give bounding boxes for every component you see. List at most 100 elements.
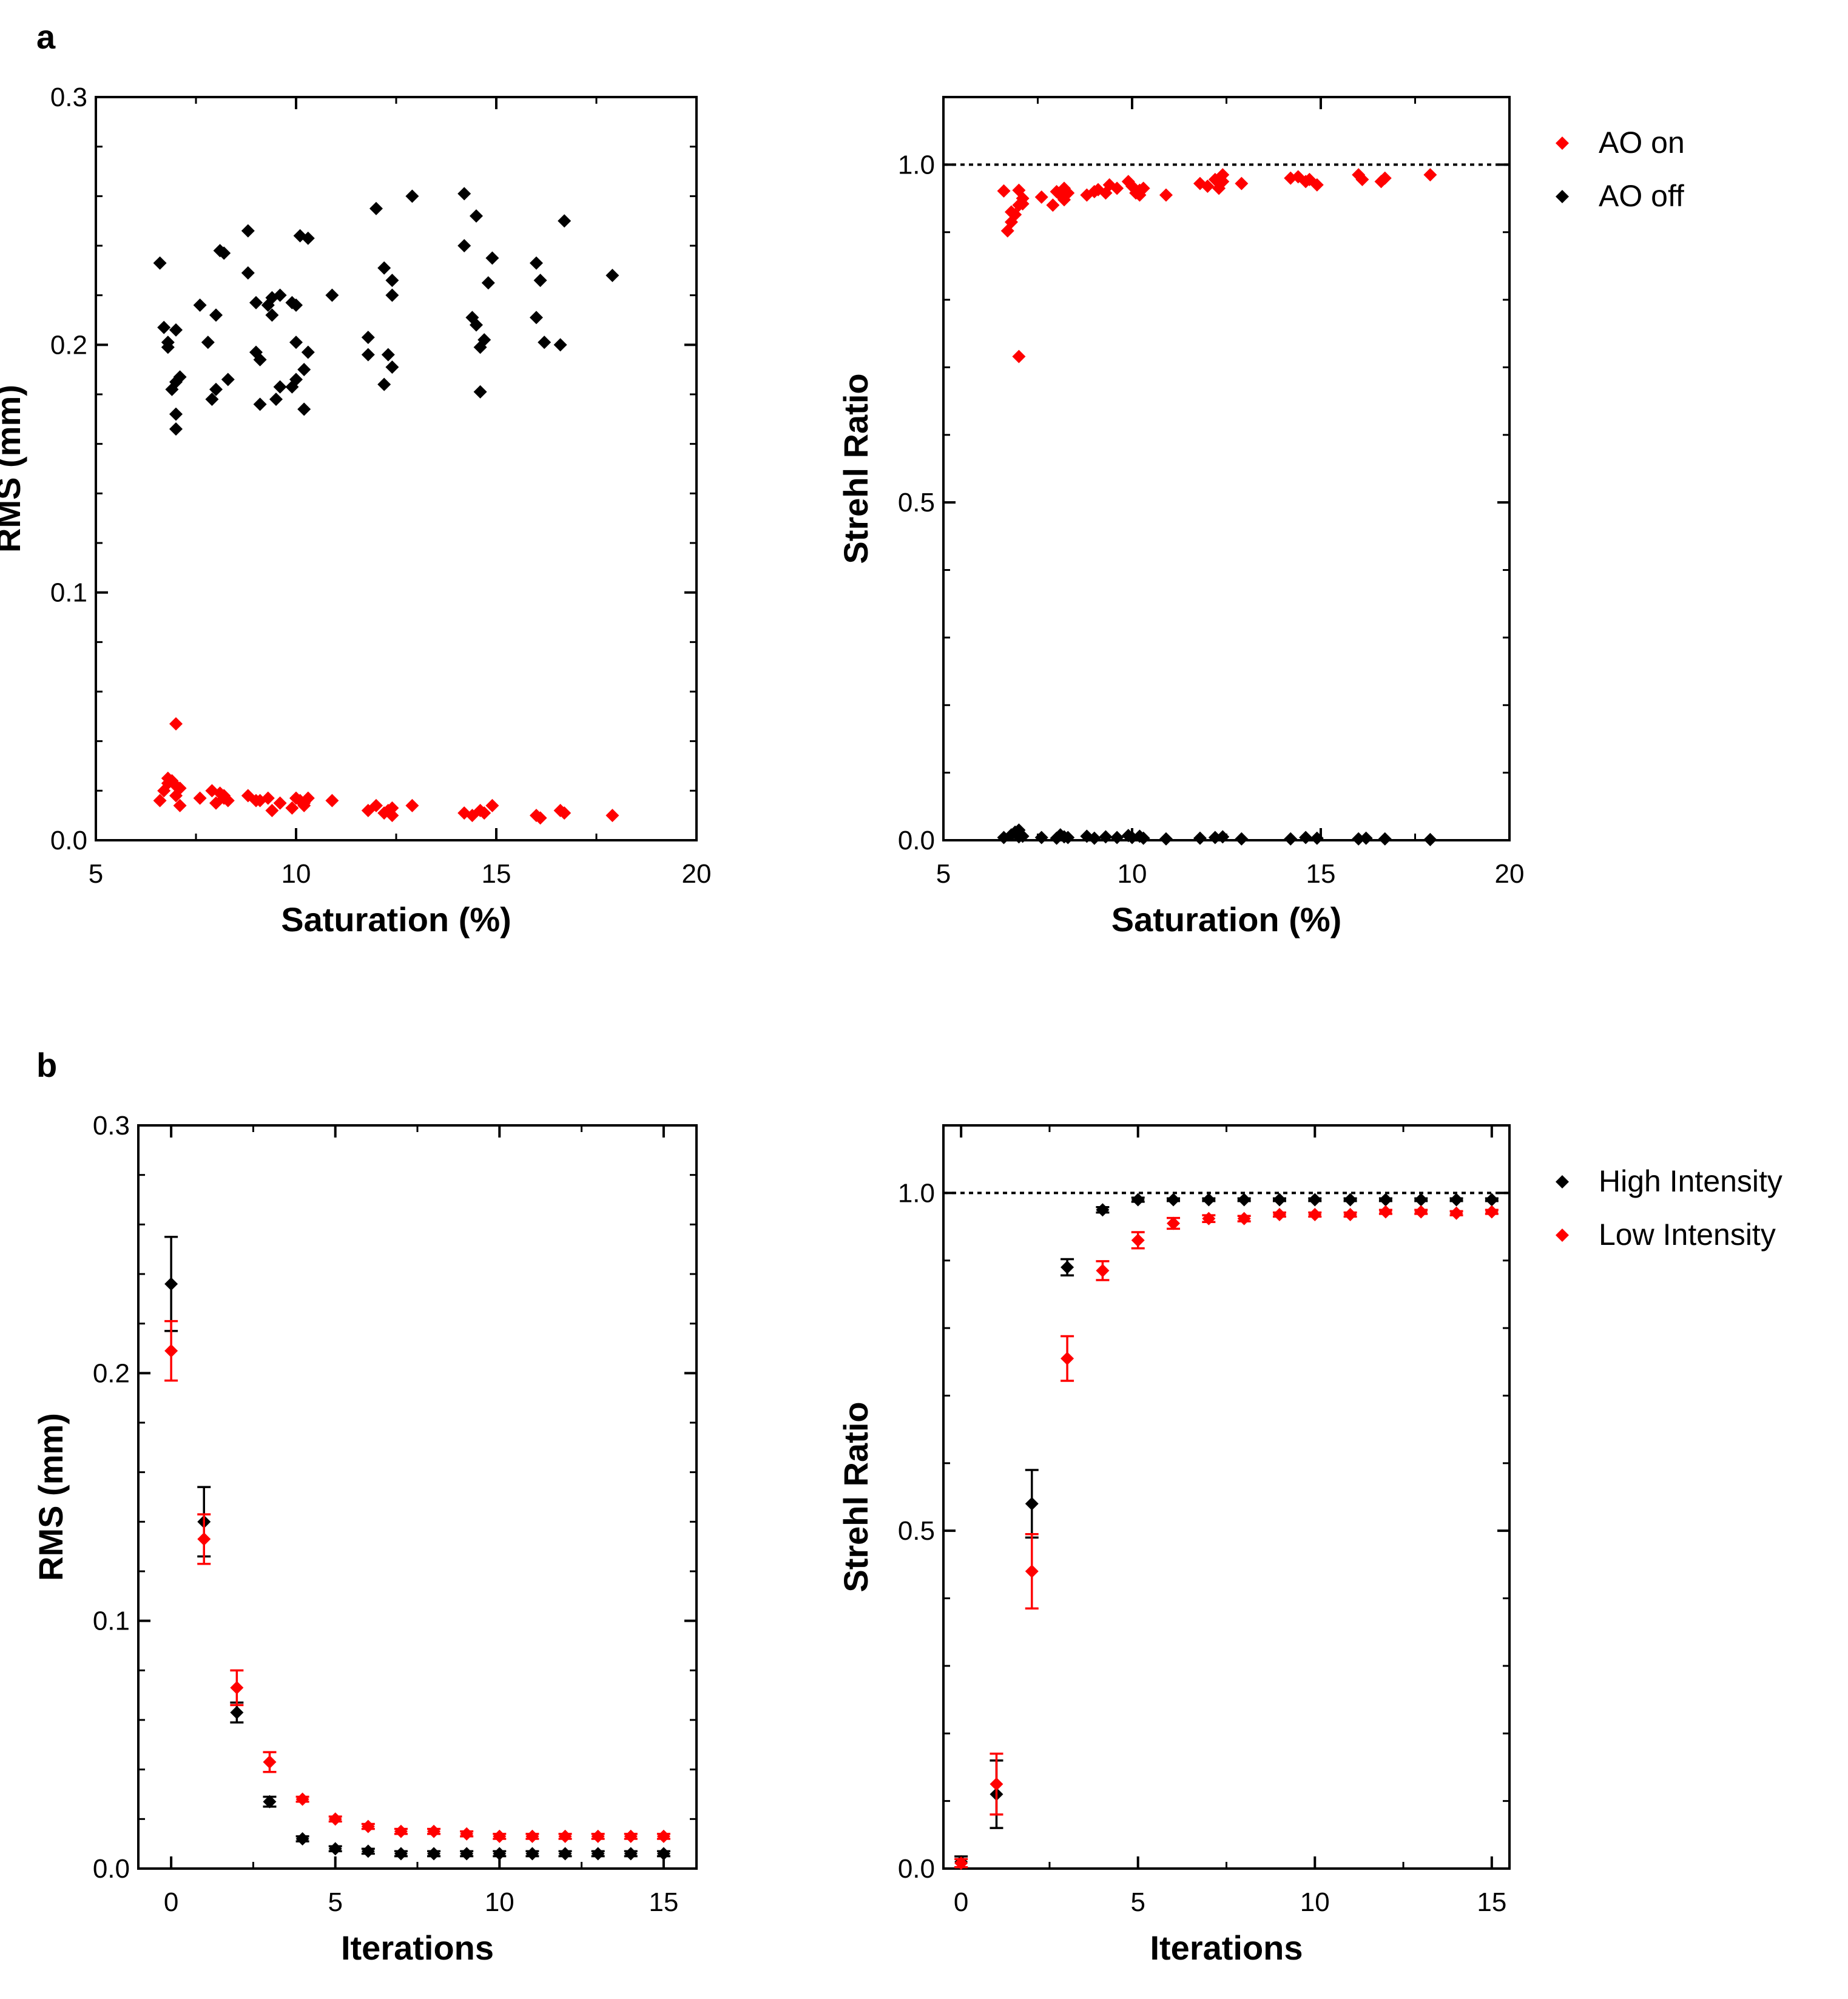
data-point — [369, 201, 383, 215]
data-point — [485, 251, 499, 265]
chart-b-right: 0 5 10 15 0.0 0.5 1.0 Iterations Strehl Ratio Hig… — [837, 1124, 1782, 1967]
data-point — [173, 798, 187, 812]
y-tick-label: 0.2 — [93, 1358, 130, 1388]
x-axis-title: Iterations — [1150, 1929, 1303, 1967]
data-point — [1208, 831, 1222, 844]
data-point — [157, 320, 171, 334]
y-tick-label: 0.1 — [93, 1606, 130, 1636]
x-tick-label: 10 — [485, 1887, 514, 1917]
data-point — [493, 1847, 507, 1861]
data-point — [954, 1856, 968, 1870]
data-point — [477, 333, 491, 347]
data-point — [230, 1705, 244, 1719]
x-tick-label: 0 — [954, 1887, 968, 1917]
data-point — [1025, 1565, 1039, 1578]
data-point — [1310, 178, 1324, 192]
data-point — [164, 1277, 178, 1291]
data-point — [1025, 1497, 1039, 1511]
y-tick-label: 0.3 — [50, 83, 87, 112]
legend-label: Low Intensity — [1599, 1218, 1776, 1252]
data-point — [253, 352, 267, 366]
data-point — [263, 1755, 277, 1769]
data-point — [591, 1847, 605, 1861]
data-point — [361, 1819, 375, 1833]
data-point — [624, 1829, 638, 1843]
legend-marker — [1556, 137, 1569, 150]
x-tick-label: 15 — [649, 1887, 678, 1917]
data-point — [530, 311, 543, 325]
data-point — [221, 794, 235, 807]
data-point — [289, 372, 303, 386]
data-point — [605, 269, 619, 282]
panel-label-a: a — [36, 18, 56, 56]
x-axis-title: Saturation (%) — [1111, 900, 1342, 939]
y-tick-label: 0.2 — [50, 330, 87, 360]
data-point — [485, 798, 499, 812]
data-point — [193, 791, 207, 805]
data-point — [1235, 832, 1249, 846]
data-point — [558, 806, 572, 820]
data-point — [1310, 831, 1324, 845]
data-point — [533, 811, 547, 825]
data-point — [1110, 831, 1124, 844]
x-tick-label: 5 — [1130, 1887, 1145, 1917]
data-point — [427, 1847, 441, 1861]
data-point — [1159, 188, 1173, 202]
data-point — [1378, 1193, 1392, 1207]
plot-frame — [137, 1124, 698, 1870]
data-point — [460, 1827, 474, 1841]
data-point — [209, 382, 223, 396]
data-point — [1061, 186, 1075, 200]
data-point — [1136, 181, 1150, 195]
data-point — [477, 806, 491, 820]
legend: High Intensity Low Intensity — [1556, 1164, 1782, 1252]
data-point — [1096, 1264, 1110, 1278]
data-point — [1272, 1208, 1286, 1221]
data-point — [460, 1847, 474, 1861]
data-point — [361, 348, 375, 362]
data-point — [1016, 829, 1030, 843]
data-point — [253, 397, 267, 411]
data-point — [1414, 1193, 1428, 1207]
legend-label: High Intensity — [1599, 1164, 1782, 1198]
data-point — [530, 256, 543, 270]
x-tick-label: 15 — [482, 859, 511, 889]
data-point — [1136, 831, 1150, 845]
y-tick-label: 0.3 — [93, 1111, 130, 1141]
data-point — [301, 345, 315, 359]
y-tick-label: 0.5 — [898, 1516, 935, 1546]
y-tick-label: 0.0 — [898, 826, 935, 855]
data-point — [193, 298, 207, 312]
data-point — [1016, 192, 1030, 206]
data-point — [385, 809, 399, 823]
charts-layer: 5 10 15 20 0.0 0.1 0.2 0.3 Saturation (%) RMS (mm… — [0, 83, 1782, 1967]
data-point — [525, 1847, 539, 1861]
legend-marker — [1556, 1229, 1569, 1242]
data-point — [169, 717, 183, 731]
x-tick-label: 10 — [282, 859, 311, 889]
data-point — [273, 796, 287, 810]
data-point — [328, 1812, 342, 1826]
data-point — [470, 209, 483, 223]
data-point — [1012, 349, 1026, 363]
data-point — [1359, 831, 1373, 845]
data-point — [1131, 1193, 1145, 1207]
data-point — [295, 1832, 309, 1846]
data-point — [1378, 1205, 1392, 1219]
data-point — [558, 1829, 572, 1843]
data-point — [285, 801, 299, 815]
data-point — [1159, 832, 1173, 846]
data-point — [241, 266, 255, 280]
data-point — [553, 338, 567, 352]
data-point — [1061, 1260, 1074, 1274]
x-tick-label: 20 — [1495, 859, 1525, 889]
data-point — [1423, 168, 1437, 182]
data-point — [221, 372, 235, 386]
data-point — [457, 187, 471, 201]
data-point — [605, 809, 619, 823]
data-point — [1096, 1203, 1110, 1217]
data-point — [361, 331, 375, 345]
data-point — [289, 335, 303, 349]
data-point — [369, 798, 383, 812]
